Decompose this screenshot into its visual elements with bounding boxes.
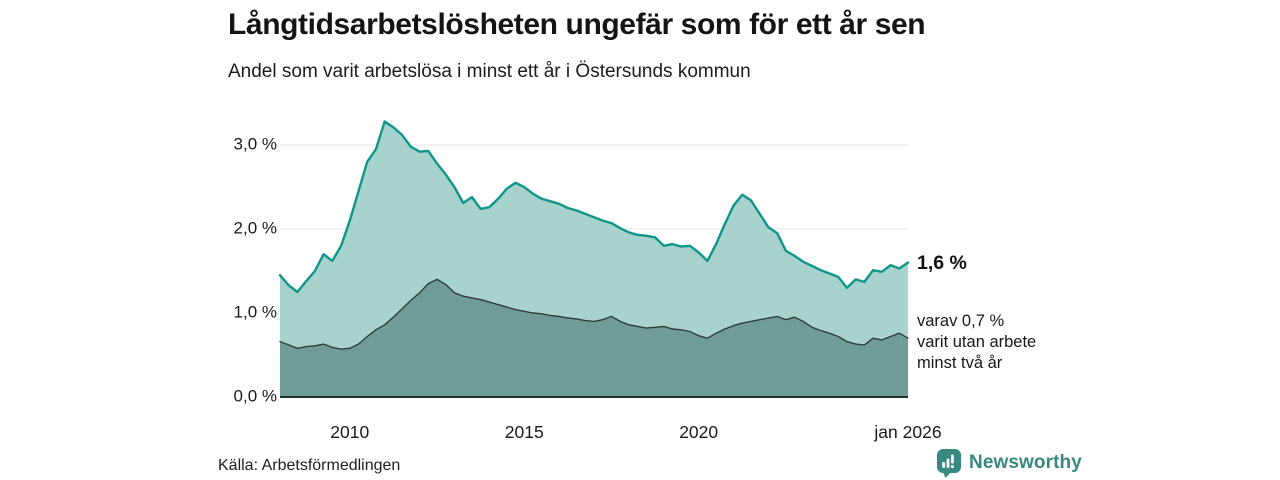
newsworthy-wordmark: Newsworthy xyxy=(969,452,1082,473)
subset-label-line: varav 0,7 % xyxy=(917,312,1005,331)
series-line-1 xyxy=(279,278,909,350)
y-tick-label: 0,0 % xyxy=(233,386,277,406)
series-area-1 xyxy=(280,279,908,397)
newsworthy-logo: Newsworthy xyxy=(936,448,1082,478)
chart-subtitle: Andel som varit arbetslösa i minst ett å… xyxy=(228,61,751,82)
x-tick-label: jan 2026 xyxy=(874,422,942,442)
y-tick-label: 1,0 % xyxy=(233,302,277,322)
source-note: Källa: Arbetsförmedlingen xyxy=(218,457,401,474)
series-line-0 xyxy=(278,120,910,294)
subset-label-line: minst två år xyxy=(917,354,1003,373)
page-title: Långtidsarbetslösheten ungefär som för e… xyxy=(228,8,926,41)
subset-value-label: varav 0,7 % varit utan arbete minst två … xyxy=(917,311,1036,374)
y-tick-label: 2,0 % xyxy=(233,218,277,238)
x-tick-label: 2010 xyxy=(330,422,370,442)
x-tick-label: 2020 xyxy=(679,422,719,442)
y-tick-label: 3,0 % xyxy=(233,134,277,154)
subset-label-line: varit utan arbete xyxy=(917,333,1037,352)
newsworthy-bar-chart-icon xyxy=(937,449,961,478)
x-tick-label: 2015 xyxy=(504,422,544,442)
total-value-label: 1,6 % xyxy=(917,251,967,274)
series-areas xyxy=(278,120,910,397)
